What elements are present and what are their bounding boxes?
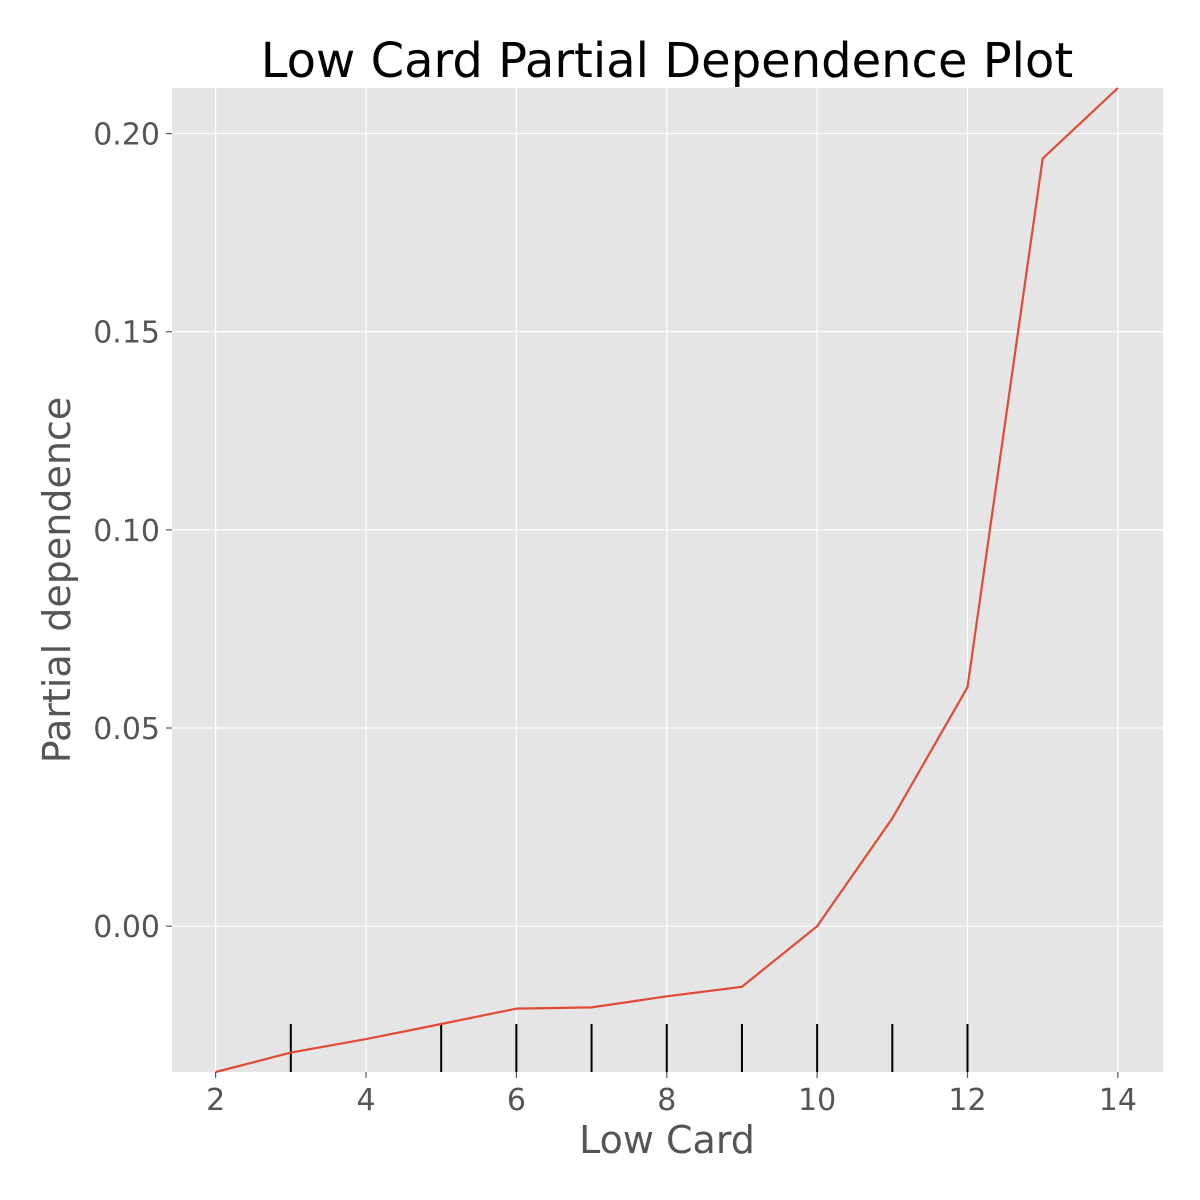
x-tick-label: 6 bbox=[507, 1083, 526, 1118]
chart-title: Low Card Partial Dependence Plot bbox=[261, 33, 1073, 89]
x-tick-label: 4 bbox=[356, 1083, 375, 1118]
x-tick-label: 10 bbox=[798, 1083, 836, 1118]
x-tick-label: 12 bbox=[948, 1083, 986, 1118]
rug-marks bbox=[289, 1024, 969, 1072]
x-tick-label: 8 bbox=[657, 1083, 676, 1118]
x-tick-label: 14 bbox=[1099, 1083, 1137, 1118]
y-tick-label: 0.20 bbox=[93, 118, 160, 153]
x-axis-ticks: 2 4 6 8 10 12 14 bbox=[206, 1072, 1137, 1118]
plot-area bbox=[172, 88, 1163, 1072]
y-tick-label: 0.10 bbox=[93, 514, 160, 549]
y-tick-label: 0.15 bbox=[93, 316, 160, 351]
y-axis-ticks: 0.00 0.05 0.10 0.15 0.20 bbox=[93, 118, 172, 945]
y-axis-label: Partial dependence bbox=[35, 397, 79, 763]
y-tick-label: 0.05 bbox=[93, 712, 160, 747]
x-axis-label: Low Card bbox=[579, 1118, 755, 1162]
y-tick-label: 0.00 bbox=[93, 910, 160, 945]
series-line bbox=[215, 87, 1119, 1074]
grid-lines bbox=[172, 88, 1163, 1072]
x-tick-label: 2 bbox=[206, 1083, 225, 1118]
